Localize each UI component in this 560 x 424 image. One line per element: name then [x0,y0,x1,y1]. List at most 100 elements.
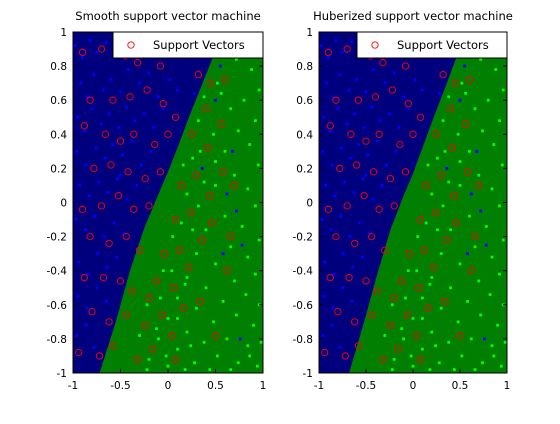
data-point [477,279,481,283]
x-tick-label: 1 [260,380,267,392]
data-point [458,160,462,163]
support-vector-marker [97,45,106,53]
data-point [421,317,424,320]
data-point [103,156,107,160]
data-point [481,361,484,365]
support-vector-marker [388,86,396,94]
data-point [133,119,137,123]
support-vector-marker [128,287,136,295]
data-point [166,364,170,368]
data-point [484,243,488,247]
data-point [235,209,238,213]
data-point [250,68,253,71]
data-point [421,347,424,351]
data-point [185,192,189,196]
data-point [147,71,151,75]
data-point [90,107,94,111]
support-vector-marker [431,209,440,217]
x-tick-label: 0.5 [452,380,469,392]
data-point [229,107,233,111]
data-point [334,39,338,42]
support-vector-marker [219,168,227,176]
support-vector-marker [326,122,334,130]
support-vector-marker [446,105,455,113]
support-vector-marker [122,311,130,319]
support-vector-marker [386,174,395,183]
data-point [409,354,413,358]
data-point [214,98,217,102]
y-tick-label: 0.6 [50,95,67,107]
data-point [320,218,324,221]
chart-panel-2: -1 -0.5 0 0.5 1 1 0.8 0.6 0.4 0.2 0 -0.2 -0.4 -0.6 -0.… [293,9,513,392]
support-vector-marker [179,304,187,312]
data-point [193,91,196,95]
support-vector-marker [463,168,472,176]
data-point [441,204,445,208]
data-point [223,214,227,218]
data-point [348,235,352,238]
legend: Support Vectors [112,31,264,59]
y-tick-label: 1 [306,27,313,39]
support-vector-marker [373,287,381,295]
data-point [214,262,217,266]
data-point [360,255,364,259]
y-tick-label: -1 [303,368,313,380]
data-point [447,95,451,99]
data-point [434,344,437,348]
chart-title: Smooth support vector machine [75,9,260,23]
support-vector-marker [109,96,117,104]
data-point [238,337,242,341]
data-point [252,323,255,327]
data-point [449,228,452,232]
data-point [328,129,332,133]
data-point [176,347,179,351]
support-vector-marker [230,181,239,190]
support-vector-marker [145,202,153,210]
data-point [463,64,467,68]
support-vector-marker [105,318,113,326]
data-point [208,368,212,371]
data-point [109,78,113,82]
support-vector-marker [177,181,185,190]
support-vector-marker [86,232,94,241]
data-point [84,163,88,167]
y-tick-label: -0.4 [293,266,314,278]
data-point [428,282,432,286]
data-point [168,78,172,82]
data-point [223,149,227,153]
data-point [416,235,420,238]
support-vector-marker [420,246,428,254]
data-point [388,112,391,116]
data-point [195,306,198,310]
data-point [441,119,445,123]
data-point [183,282,187,286]
data-point [219,91,223,95]
data-point [406,269,410,273]
data-point [460,354,464,358]
support-vector-marker [192,171,201,179]
support-vector-marker [439,70,447,79]
support-vector-marker [390,294,398,302]
data-point [117,126,120,129]
support-vector-marker [334,307,342,316]
data-point [447,180,451,184]
support-vector-marker [398,277,406,285]
y-tick-label: 0.8 [296,61,313,73]
support-vector-marker [471,232,479,241]
data-point [383,81,387,85]
legend-label: Support Vectors [397,38,489,52]
data-point [486,98,490,102]
data-point [437,91,441,95]
data-point [164,354,168,358]
data-point [176,296,179,300]
data-point [366,153,370,157]
data-point [392,71,396,75]
class-region-positive [349,32,507,373]
data-point [492,143,496,146]
support-vector-marker [116,277,125,285]
data-point [212,132,215,136]
data-point [385,163,389,167]
support-vector-marker [354,96,363,104]
data-point [229,368,233,371]
data-point [116,177,120,181]
